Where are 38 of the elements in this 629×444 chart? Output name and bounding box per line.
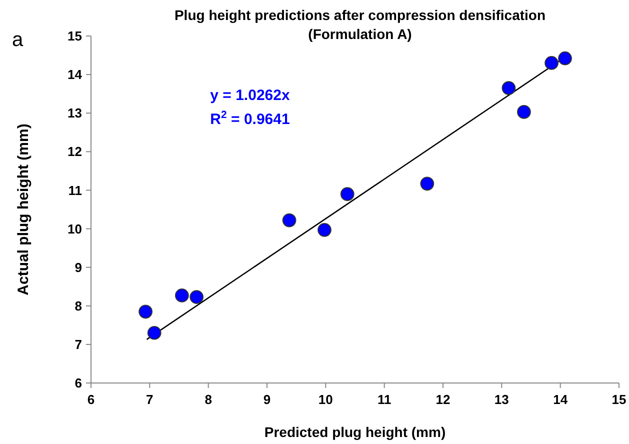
x-tick-label: 14 [553, 392, 568, 407]
point [340, 187, 354, 201]
x-tick-label: 8 [204, 392, 212, 407]
y-tick-label: 8 [74, 298, 82, 314]
x-tick-label: 6 [87, 392, 95, 407]
x-tick-label: 13 [494, 392, 509, 407]
x-tick-label: 11 [377, 392, 392, 407]
point [544, 56, 558, 70]
y-tick-label: 11 [68, 182, 82, 198]
y-axis-title: Actual plug height (mm) [15, 124, 32, 296]
x-tick-label: 7 [146, 392, 154, 407]
point [558, 51, 572, 66]
point [420, 176, 434, 191]
text: a [12, 29, 24, 51]
point [517, 105, 531, 119]
x-tick-label: 12 [436, 392, 450, 407]
x-tick-label: 10 [318, 392, 333, 407]
point [138, 304, 152, 319]
y-tick-label: 7 [74, 336, 82, 352]
x-axis-title: Predicted plug height (mm) [264, 424, 446, 440]
point [147, 326, 162, 340]
point [175, 288, 189, 302]
y-tick-label: 12 [68, 144, 82, 160]
y-tick-label: 9 [74, 260, 82, 275]
y-tick-label: 15 [68, 28, 82, 44]
y-tick-label: 10 [68, 221, 82, 236]
point [502, 81, 516, 95]
x-tick-label: 9 [263, 392, 271, 407]
x-tick-label: 15 [612, 392, 626, 407]
point [318, 223, 332, 237]
y-tick-label: 13 [68, 106, 82, 121]
y-tick-label: 6 [74, 376, 82, 391]
annotation: R$^{2}$ = 0.9641 [210, 109, 290, 128]
chart-title: Plug height predictions after compression densification (Formulation A) [174, 7, 546, 42]
point [190, 290, 204, 304]
annotation: y = 1.0262x [210, 87, 290, 104]
y-tick-label: 14 [68, 67, 83, 82]
point [282, 213, 296, 228]
